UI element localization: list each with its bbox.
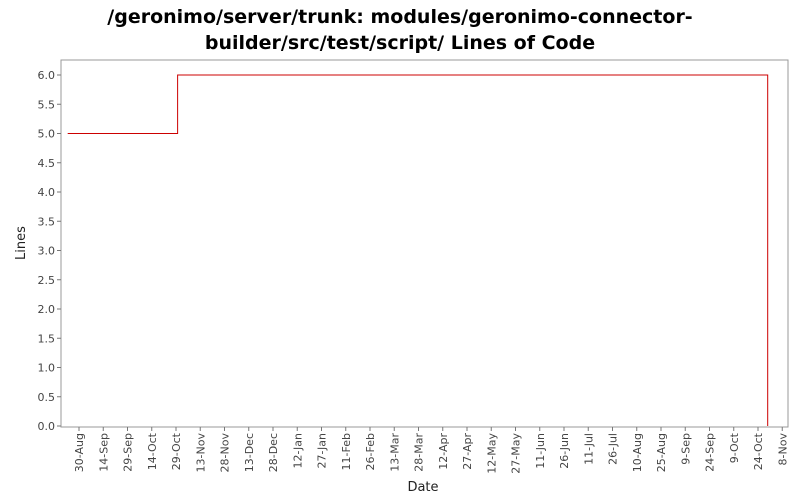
x-tick-label: 12-Jan (291, 433, 304, 469)
y-tick-label: 5.0 (38, 128, 56, 141)
chart-title: /geronimo/server/trunk: modules/geronimo… (0, 4, 800, 56)
plot-area (60, 59, 789, 428)
x-axis-label: Date (407, 480, 438, 495)
chart-title-line-2: builder/src/test/script/ Lines of Code (204, 32, 596, 54)
x-tick-label: 29-Oct (170, 432, 183, 470)
x-tick-label: 9-Sep (679, 433, 692, 465)
y-tick-label: 1.0 (38, 362, 56, 375)
x-tick-label: 28-Mar (413, 433, 426, 472)
series-line (67, 74, 769, 426)
x-tick-label: 24-Sep (704, 433, 717, 472)
y-tick-label: 2.5 (38, 274, 56, 287)
x-tick-label: 28-Dec (267, 433, 280, 472)
x-tick-label: 14-Sep (97, 433, 110, 472)
x-tick-label: 26-Feb (364, 433, 377, 470)
x-tick-label: 13-Dec (243, 433, 256, 472)
x-tick-label: 25-Aug (655, 433, 668, 472)
x-tick-label: 27-May (510, 433, 523, 474)
y-tick-label: 1.5 (38, 332, 56, 345)
y-tick-label: 0.5 (38, 391, 56, 404)
y-tick-label: 0.0 (38, 420, 56, 433)
x-tick-label: 9-Oct (728, 432, 741, 463)
x-tick-label: 14-Oct (146, 432, 159, 470)
x-tick-label: 11-Jun (534, 433, 547, 469)
x-tick-label: 12-May (485, 433, 498, 474)
x-axis: 30-Aug 14-Sep 29-Sep 14-Oct 29-Oct 13-Nov 28-N… (73, 427, 789, 474)
x-tick-label: 26-Jun (558, 433, 571, 469)
x-tick-label: 11-Feb (340, 433, 353, 470)
x-tick-label: 13-Mar (388, 433, 401, 472)
x-tick-label: 30-Aug (73, 433, 86, 472)
y-axis: 0.0 0.5 1.0 1.5 2.0 2.5 3.0 3.5 4.0 4.5 5.0 5.5 6.0 (38, 69, 61, 433)
y-tick-label: 5.5 (38, 98, 56, 111)
x-tick-label: 11-Jul (582, 433, 595, 465)
y-axis-label: Lines (14, 226, 29, 260)
y-tick-label: 6.0 (38, 69, 56, 82)
x-tick-label: 29-Sep (122, 433, 135, 472)
x-tick-label: 26-Jul (607, 433, 620, 465)
x-tick-label: 8-Nov (776, 433, 789, 466)
y-tick-label: 4.5 (38, 157, 56, 170)
y-tick-label: 3.5 (38, 215, 56, 228)
x-tick-label: 13-Nov (194, 433, 207, 473)
series-layer (67, 74, 769, 426)
y-tick-label: 4.0 (38, 186, 56, 199)
x-tick-label: 28-Nov (219, 433, 232, 473)
x-tick-label: 24-Oct (752, 432, 765, 470)
x-tick-label: 27-Apr (461, 433, 474, 470)
x-tick-label: 12-Apr (437, 433, 450, 470)
x-tick-label: 27-Jan (316, 433, 329, 469)
x-tick-label: 10-Aug (631, 433, 644, 472)
y-tick-label: 2.0 (38, 303, 56, 316)
y-tick-label: 3.0 (38, 245, 56, 258)
chart-title-line-1: /geronimo/server/trunk: modules/geronimo… (107, 6, 693, 28)
